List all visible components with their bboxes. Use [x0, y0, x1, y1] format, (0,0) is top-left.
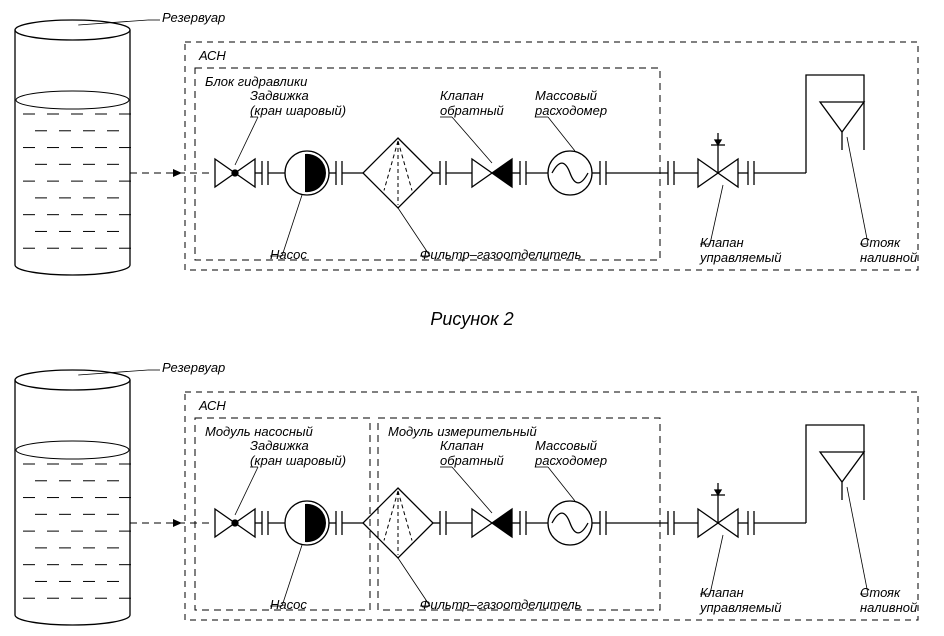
svg-text:Стояк: Стояк — [860, 235, 901, 250]
diagram-canvas: РезервуарАСНБлок гидравликиЗадвижка(кран… — [0, 0, 944, 631]
svg-text:расходомер: расходомер — [534, 453, 607, 468]
svg-text:Клапан: Клапан — [440, 88, 484, 103]
svg-text:наливной: наливной — [860, 250, 917, 265]
svg-text:Модуль измерительный: Модуль измерительный — [388, 424, 537, 439]
svg-text:Задвижка: Задвижка — [250, 88, 309, 103]
svg-text:наливной: наливной — [860, 600, 917, 615]
svg-text:Клапан: Клапан — [700, 585, 744, 600]
svg-text:Насос: Насос — [270, 247, 307, 262]
svg-text:Блок гидравлики: Блок гидравлики — [205, 74, 307, 89]
svg-text:Клапан: Клапан — [700, 235, 744, 250]
svg-text:Клапан: Клапан — [440, 438, 484, 453]
svg-text:Резервуар: Резервуар — [162, 10, 225, 25]
svg-text:Фильтр–газоотделитель: Фильтр–газоотделитель — [420, 247, 582, 262]
svg-text:расходомер: расходомер — [534, 103, 607, 118]
svg-text:Резервуар: Резервуар — [162, 360, 225, 375]
svg-text:Рисунок 2: Рисунок 2 — [430, 309, 513, 329]
svg-text:Массовый: Массовый — [535, 438, 597, 453]
svg-text:АСН: АСН — [198, 48, 226, 63]
svg-text:Задвижка: Задвижка — [250, 438, 309, 453]
svg-text:Стояк: Стояк — [860, 585, 901, 600]
svg-text:Модуль насосный: Модуль насосный — [205, 424, 313, 439]
svg-text:Массовый: Массовый — [535, 88, 597, 103]
svg-text:обратный: обратный — [440, 453, 504, 468]
svg-text:управляемый: управляемый — [699, 600, 782, 615]
svg-text:Фильтр–газоотделитель: Фильтр–газоотделитель — [420, 597, 582, 612]
svg-text:обратный: обратный — [440, 103, 504, 118]
svg-text:(кран шаровый): (кран шаровый) — [250, 453, 346, 468]
svg-text:управляемый: управляемый — [699, 250, 782, 265]
svg-text:АСН: АСН — [198, 398, 226, 413]
svg-text:Насос: Насос — [270, 597, 307, 612]
svg-text:(кран шаровый): (кран шаровый) — [250, 103, 346, 118]
